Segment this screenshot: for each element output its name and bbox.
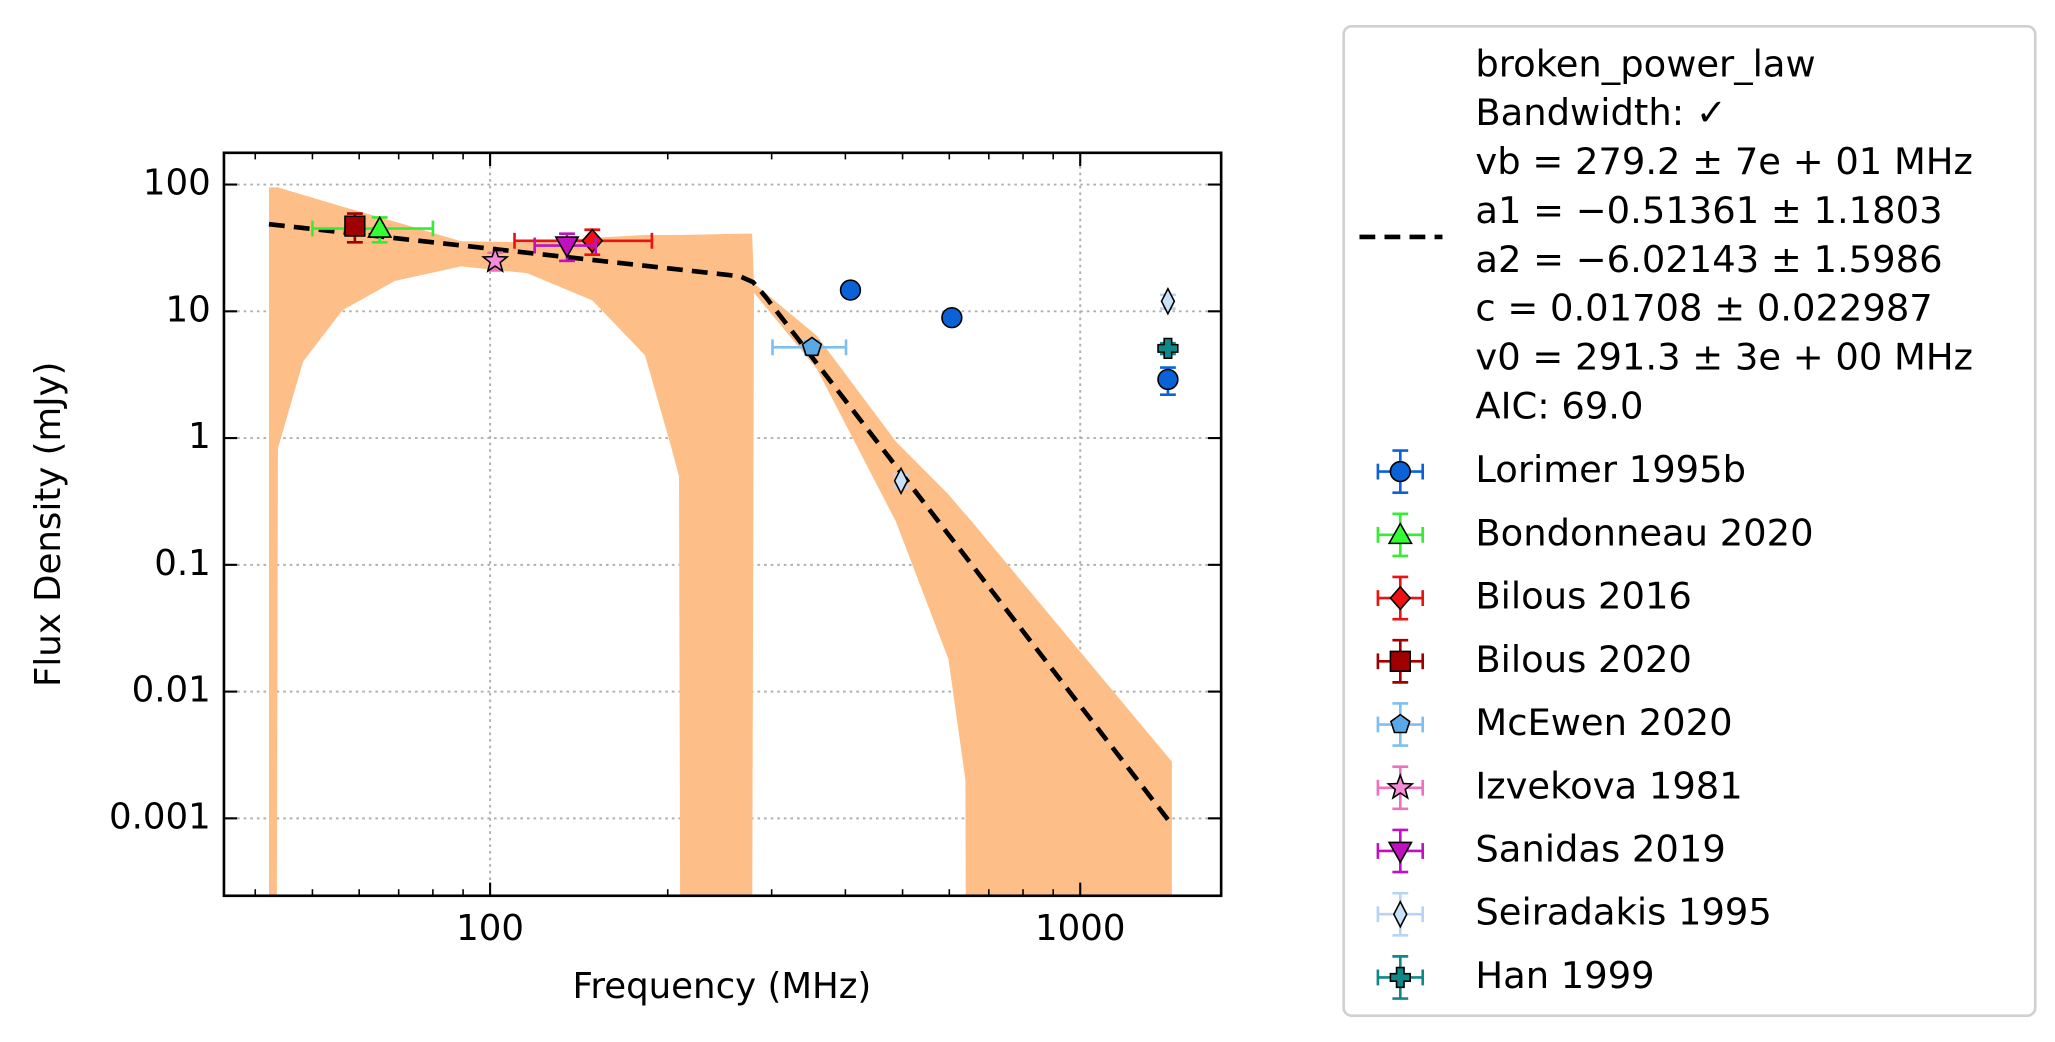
y-tick-label: 0.001	[109, 796, 211, 837]
y-tick-label: 100	[143, 163, 211, 204]
legend-label: Lorimer 1995b	[1475, 448, 1746, 491]
y-tick-label: 0.1	[154, 543, 211, 584]
legend-label: Sanidas 2019	[1475, 827, 1725, 870]
y-axis-label: Flux Density (mJy)	[28, 362, 69, 688]
marker	[481, 246, 510, 273]
marker	[941, 307, 963, 329]
x-tick-label: 1000	[1035, 908, 1125, 949]
marker	[801, 336, 823, 357]
marker	[1157, 368, 1179, 391]
marker	[1160, 287, 1176, 316]
legend-box	[1342, 25, 2037, 1017]
axes: 100 1000 0.001 0.01 0.1 1 10 100	[109, 151, 1223, 949]
legend-label: Izvekova 1981	[1475, 764, 1742, 807]
marker	[1389, 713, 1411, 734]
legend: broken_power_law Bandwidth: ✓ vb = 279.2 ±…	[1359, 42, 1973, 1000]
marker	[1389, 650, 1411, 672]
legend-label: Han 1999	[1475, 954, 1654, 997]
x-tick-label: 100	[456, 908, 524, 949]
plot-frame	[222, 151, 1223, 898]
legend-label: McEwen 2020	[1475, 701, 1732, 744]
marker	[1387, 841, 1413, 864]
legend-label: Bondonneau 2020	[1475, 511, 1813, 554]
marker	[554, 236, 580, 259]
legend-label: a1 = −0.51361 ± 1.1803	[1475, 189, 1942, 232]
legend-label: Bilous 2016	[1475, 575, 1692, 618]
marker	[839, 279, 862, 301]
y-tick-label: 1	[188, 416, 211, 457]
marker	[1392, 899, 1408, 929]
marker	[1157, 337, 1179, 360]
marker	[1386, 772, 1415, 800]
legend-label: vb = 279.2 ± 7e + 01 MHz	[1475, 140, 1973, 183]
legend-label: a2 = −6.02143 ± 1.5986	[1475, 238, 1942, 281]
marker	[1389, 585, 1412, 611]
legend-label: v0 = 291.3 ± 3e + 00 MHz	[1475, 336, 1973, 379]
y-tick-label: 10	[166, 289, 211, 330]
legend-label: Bilous 2020	[1475, 638, 1692, 681]
y-tick-label: 0.01	[132, 670, 211, 711]
marker	[367, 215, 393, 238]
legend-label: Bandwidth: ✓	[1475, 91, 1726, 134]
legend-label: AIC: 69.0	[1475, 384, 1643, 427]
marker	[1389, 966, 1411, 989]
legend-label: Seiradakis 1995	[1475, 891, 1771, 934]
plot-area	[223, 152, 1222, 896]
marker	[1387, 522, 1413, 545]
x-axis-label: Frequency (MHz)	[573, 966, 872, 1007]
marker	[1389, 460, 1411, 483]
legend-label: c = 0.01708 ± 0.022987	[1475, 287, 1932, 330]
legend-label: broken_power_law	[1475, 42, 1815, 85]
marker	[344, 215, 366, 237]
marker	[893, 466, 909, 496]
fit-uncertainty-band	[268, 187, 1172, 896]
